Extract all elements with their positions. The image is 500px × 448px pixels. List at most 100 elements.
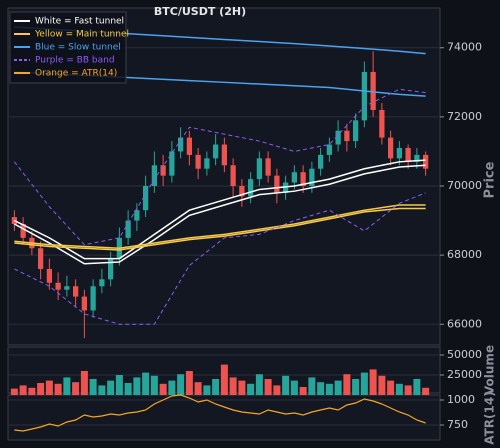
volume-bar [387,380,395,395]
legend-label: Orange = ATR(14) [35,69,117,79]
candle-body [265,158,271,176]
y-tick-label: 74000 [447,41,482,54]
y-axis-label: Volume [483,345,497,395]
volume-bar [80,371,88,395]
candle-body [239,186,245,197]
volume-bar [115,375,123,395]
y-tick-label: 1000 [447,393,475,406]
candle-body [178,137,184,152]
candle-body [38,248,44,269]
candle-body [379,109,385,138]
candle-body [361,71,367,121]
candle-body [90,286,96,311]
candle-body [108,258,114,280]
candle-body [186,137,192,155]
candle-body [64,286,70,290]
candle-body [414,154,420,162]
volume-bar [308,377,316,395]
y-tick-label: 50000 [447,348,482,361]
volume-bar [247,383,255,395]
candle-body [230,165,236,187]
candle-body [20,224,26,238]
volume-bar [19,385,27,395]
overlay-line [14,192,426,325]
candle-body [143,186,149,211]
candle-body [335,130,341,145]
candle-body [283,182,289,193]
candle-body [169,151,175,176]
legend-label: Yellow = Main tunnel [34,30,129,40]
candle-body [125,220,131,238]
candle-body [300,172,306,187]
volume-bar [378,375,386,395]
legend-label: Purple = BB band [35,56,115,66]
candle-body [256,158,262,180]
volume-bar [352,379,360,395]
candle-body [204,158,210,169]
candle-body [291,172,297,183]
volume-bar [369,369,377,395]
volume-bar [255,374,263,395]
volume-bar [229,377,237,395]
candle-body [46,268,52,283]
volume-bar [28,387,36,395]
volume-bar [273,385,281,395]
volume-bar [334,380,342,395]
volume-bar [10,388,18,395]
volume-bar [238,380,246,395]
candle-body [309,168,315,187]
overlay-line [13,88,426,246]
volume-bar [290,380,298,395]
candle-body [326,144,332,155]
candle-body [73,286,79,297]
volume-bar [150,375,158,395]
candle-body [344,130,350,142]
candle-body [274,175,280,193]
legend-label: Blue = Slow tunnel [35,43,121,53]
volume-bar [98,385,106,395]
volume-bar [343,374,351,395]
volume-bar [395,383,403,395]
volume-bar [54,383,62,395]
volume-bar [133,377,141,395]
volume-bar [194,382,202,395]
candle-body [99,279,105,287]
volume-bar [159,383,167,395]
volume-bar [142,372,150,395]
candle-body [195,154,201,169]
candle-body [353,120,359,142]
volume-bar [220,364,228,395]
y-tick-label: 25000 [447,368,482,381]
candle-body [370,71,376,110]
candle-body [318,154,324,169]
volume-bar [413,379,421,395]
volume-bar [360,372,368,395]
candle-body [423,154,429,169]
volume-bar [317,382,325,395]
volume-bar [37,383,45,395]
volume-bar [45,380,53,395]
candle-body [213,144,219,159]
volume-bar [282,375,290,395]
volume-bar [107,380,115,395]
overlay-line [14,207,426,251]
candle-body [388,137,394,159]
candle-body [405,147,411,162]
volume-bar [177,374,185,395]
y-tick-label: 70000 [447,179,482,192]
y-tick-label: 750 [447,418,468,431]
y-tick-label: 72000 [447,110,482,123]
volume-bar [72,382,80,395]
volume-bar [124,383,132,395]
atr-line [14,394,426,432]
candle-body [81,296,87,311]
candle-body [396,147,402,159]
legend-label: White = Fast tunnel [35,17,124,27]
volume-bar [299,387,307,395]
y-axis-label: ATR(14) [483,391,497,444]
y-axis-label: Price [483,161,498,198]
candle-body [160,165,166,176]
volume-bar [325,383,333,395]
volume-bar [203,385,211,395]
